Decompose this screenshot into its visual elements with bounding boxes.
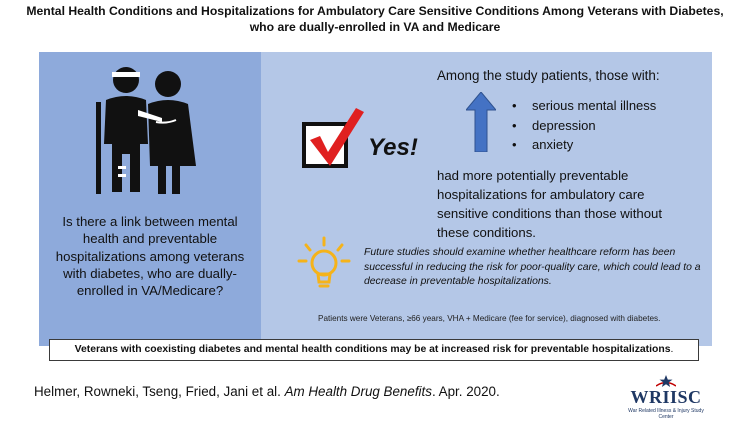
patient-criteria: Patients were Veterans, ≥66 years, VHA +…: [318, 314, 661, 323]
research-question: Is there a link between mental health an…: [55, 214, 245, 299]
key-message-banner: Veterans with coexisting diabetes and me…: [49, 339, 699, 361]
findings-intro: Among the study patients, those with:: [437, 68, 660, 83]
findings-result: had more potentially preventable hospita…: [437, 168, 663, 240]
answer-text: Yes!: [368, 134, 418, 161]
list-item: anxiety: [512, 135, 656, 155]
citation-date: . Apr. 2020.: [431, 384, 500, 399]
wriisc-logo: WRIISC War Related Illness & Injury Stud…: [626, 375, 706, 420]
lightbulb-icon: [297, 236, 351, 288]
citation-journal: Am Health Drug Benefits: [284, 384, 432, 399]
star-icon: [656, 375, 676, 387]
citation: Helmer, Rowneki, Tseng, Fried, Jani et a…: [34, 384, 500, 399]
future-studies-note: Future studies should examine whether he…: [364, 247, 701, 288]
title-line-2: who are dually-enrolled in VA and Medica…: [249, 20, 501, 34]
citation-authors: Helmer, Rowneki, Tseng, Fried, Jani et a…: [34, 384, 285, 399]
title-line-1: Mental Health Conditions and Hospitaliza…: [26, 4, 724, 18]
left-panel: [39, 52, 261, 346]
list-item: serious mental illness: [512, 96, 656, 116]
banner-period: .: [670, 344, 674, 355]
logo-subtitle: War Related Illness & Injury Study Cente…: [628, 408, 704, 420]
injured-veteran-with-helper-icon: [96, 67, 196, 194]
checkmark-box-icon: [302, 108, 364, 168]
list-item: depression: [512, 116, 656, 136]
up-arrow-icon: [466, 92, 496, 152]
banner-text: Veterans with coexisting diabetes and me…: [74, 344, 671, 355]
page-title: Mental Health Conditions and Hospitaliza…: [0, 3, 750, 35]
logo-wordmark: WRIISC: [630, 387, 702, 407]
condition-list: serious mental illness depression anxiet…: [512, 96, 656, 155]
